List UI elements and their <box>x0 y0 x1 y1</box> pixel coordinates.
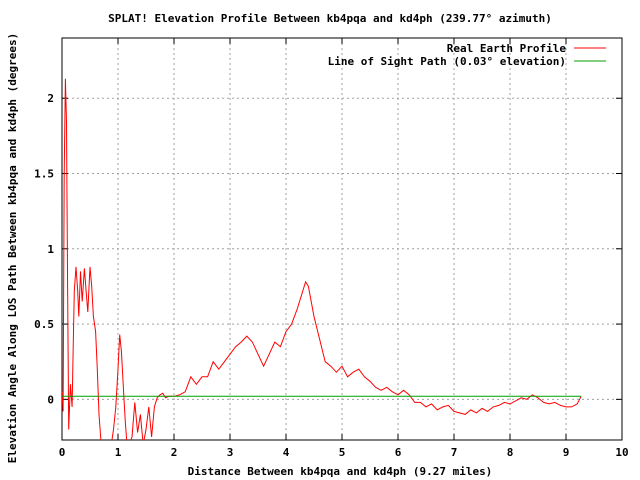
x-tick-label: 3 <box>227 446 234 459</box>
x-tick-label: 6 <box>395 446 402 459</box>
x-tick-label: 0 <box>59 446 66 459</box>
x-tick-label: 8 <box>507 446 514 459</box>
chart-title: SPLAT! Elevation Profile Between kb4pqa … <box>108 12 552 25</box>
x-tick-label: 1 <box>115 446 122 459</box>
x-tick-label: 4 <box>283 446 290 459</box>
x-tick-label: 7 <box>451 446 458 459</box>
legend-label: Line of Sight Path (0.03° elevation) <box>328 55 566 68</box>
x-tick-label: 5 <box>339 446 346 459</box>
x-axis-label: Distance Between kb4pqa and kd4ph (9.27 … <box>188 465 493 478</box>
x-tick-label: 10 <box>615 446 628 459</box>
y-axis-label: Elevation Angle Along LOS Path Between k… <box>6 33 19 463</box>
y-tick-label: 1 <box>47 243 54 256</box>
axis-ticks: 0 1 2 3 4 5 6 7 8 9 10 0 0.5 1 1.5 2 <box>34 38 629 459</box>
y-tick-label: 1.5 <box>34 168 54 181</box>
y-tick-label: 0 <box>47 393 54 406</box>
y-tick-label: 2 <box>47 92 54 105</box>
y-tick-label: 0.5 <box>34 318 54 331</box>
x-tick-label: 9 <box>563 446 570 459</box>
real-earth-profile-line <box>62 78 582 440</box>
series-lines <box>62 78 582 440</box>
grid <box>62 38 622 440</box>
legend-label: Real Earth Profile <box>447 42 567 55</box>
series-layer <box>62 78 582 440</box>
x-tick-label: 2 <box>171 446 178 459</box>
